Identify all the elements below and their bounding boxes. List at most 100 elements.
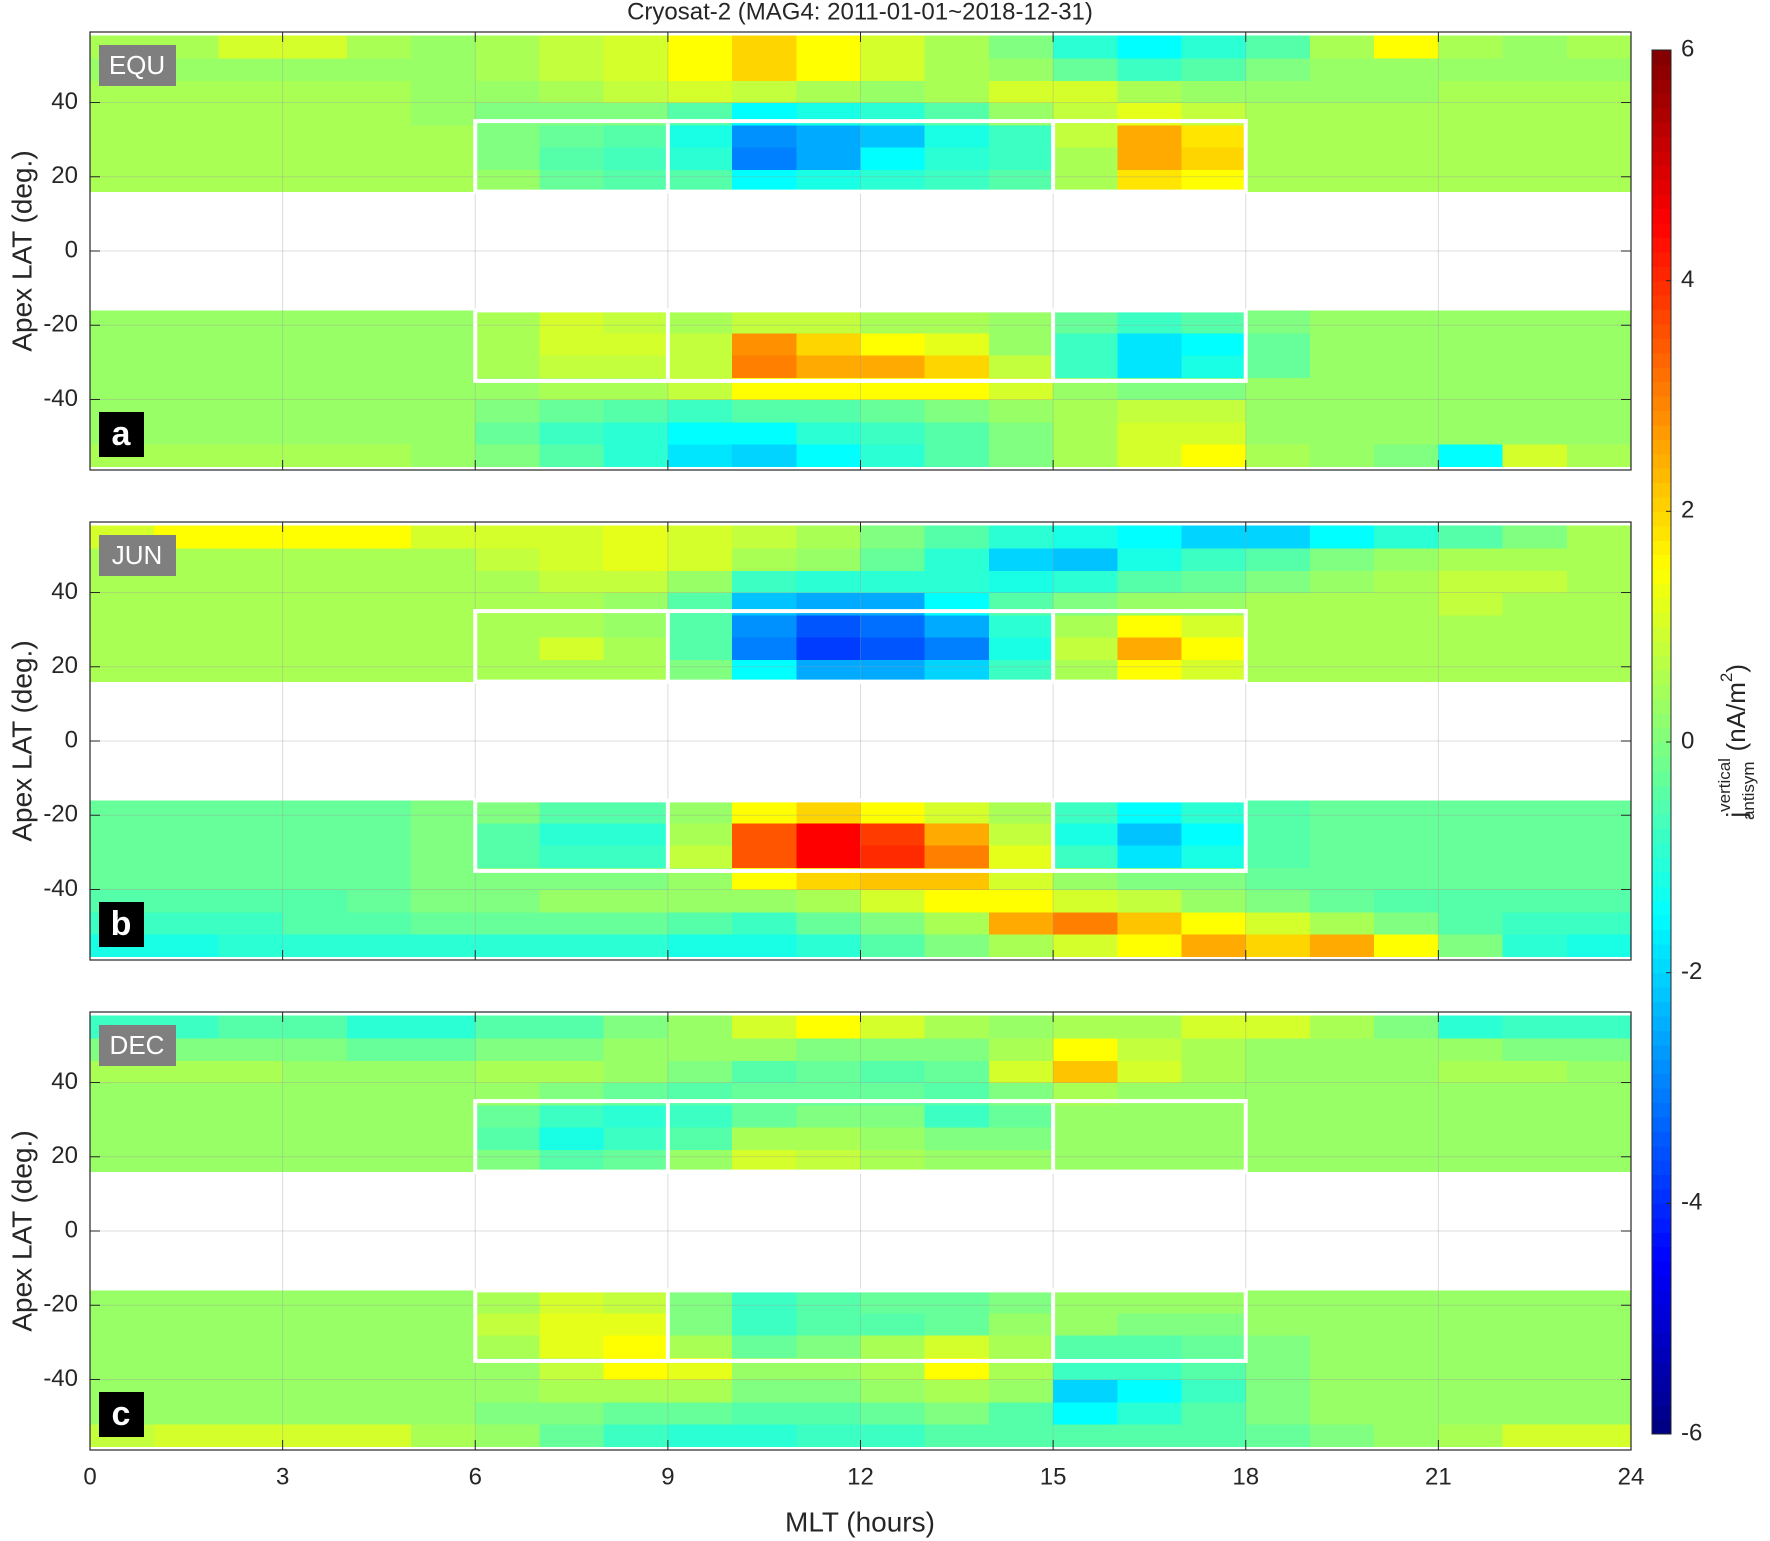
heat-cell	[1309, 1127, 1375, 1150]
colorbar-swatch	[1652, 410, 1671, 426]
heat-cell	[1245, 1060, 1311, 1084]
heat-cell	[539, 867, 605, 891]
heat-cell	[411, 80, 476, 104]
heat-cell	[1502, 57, 1568, 81]
heat-cell	[346, 844, 412, 868]
heat-cell	[1374, 1379, 1439, 1403]
heat-cell	[1053, 659, 1118, 683]
heat-cell	[282, 124, 348, 148]
heat-cell	[1438, 35, 1504, 59]
heat-cell	[1245, 889, 1311, 913]
heat-cell	[1374, 800, 1439, 824]
colorbar-swatch	[1652, 1188, 1671, 1204]
heat-cell	[924, 1424, 990, 1447]
panel	[90, 1015, 1632, 1447]
colorbar-swatch	[1652, 1088, 1671, 1104]
heat-cell	[732, 1104, 797, 1128]
heat-cell	[475, 1312, 541, 1336]
heat-cell	[1053, 399, 1118, 423]
heat-cell	[732, 800, 797, 824]
heat-cell	[475, 1037, 541, 1061]
heat-cell	[988, 147, 1054, 170]
heat-cell	[411, 377, 476, 401]
heat-cell	[924, 614, 990, 638]
heat-cell	[154, 592, 220, 616]
heat-cell	[1181, 1037, 1247, 1061]
heat-cell	[1181, 1290, 1247, 1314]
heat-cell	[1309, 800, 1375, 824]
colorbar-swatch	[1652, 1203, 1671, 1219]
heat-cell	[667, 1037, 733, 1061]
heat-cell	[1438, 444, 1504, 467]
heat-cell	[1438, 592, 1504, 616]
heat-cell	[924, 547, 990, 571]
colorbar-swatch	[1652, 770, 1671, 786]
heat-cell	[860, 1357, 926, 1381]
heat-cell	[1309, 1357, 1375, 1381]
heat-cell	[1566, 1060, 1632, 1084]
heat-cell	[346, 934, 412, 957]
heat-cell	[282, 614, 348, 638]
colorbar-swatch	[1652, 1160, 1671, 1176]
heat-cell	[1502, 124, 1568, 148]
heat-cell	[346, 354, 412, 378]
heat-cell	[603, 147, 669, 170]
heat-cell	[218, 800, 284, 824]
heat-cell	[411, 911, 476, 935]
heat-cell	[475, 911, 541, 935]
heat-cell	[796, 1290, 862, 1314]
heat-cell	[539, 1015, 605, 1039]
heat-cell	[667, 1424, 733, 1447]
heat-cell	[603, 1104, 669, 1128]
heat-cell	[539, 659, 605, 683]
heat-cell	[539, 124, 605, 148]
heat-cell	[282, 570, 348, 594]
heat-cell	[475, 1357, 541, 1381]
heat-cell	[1374, 1082, 1439, 1106]
heat-cell	[1502, 1401, 1568, 1425]
heat-cell	[603, 1312, 669, 1336]
heat-cell	[1374, 934, 1439, 957]
heat-cell	[796, 147, 862, 170]
heat-cell	[1309, 354, 1375, 378]
heat-cell	[90, 1104, 155, 1128]
colorbar-swatch	[1652, 1405, 1671, 1421]
heat-cell	[667, 637, 733, 660]
heat-cell	[1438, 80, 1504, 104]
heat-cell	[1309, 57, 1375, 81]
heat-cell	[860, 399, 926, 423]
y-tick-label: 40	[51, 1068, 78, 1095]
heat-cell	[1053, 911, 1118, 935]
heat-cell	[218, 1037, 284, 1061]
heat-cell	[475, 444, 541, 467]
heat-cell	[411, 1357, 476, 1381]
heat-cell	[1309, 592, 1375, 616]
heat-cell	[732, 80, 797, 104]
heat-cell	[346, 889, 412, 913]
heat-cell	[732, 421, 797, 445]
heat-cell	[475, 570, 541, 594]
heat-cell	[1053, 1060, 1118, 1084]
heat-cell	[539, 1401, 605, 1425]
heat-cell	[1502, 800, 1568, 824]
heat-cell	[346, 547, 412, 571]
heat-cell	[1117, 800, 1183, 824]
heat-cell	[1566, 1127, 1632, 1150]
heat-cell	[1374, 102, 1439, 126]
heat-cell	[860, 1379, 926, 1403]
colorbar-swatch	[1652, 684, 1671, 700]
heat-cell	[1438, 1037, 1504, 1061]
colorbar-swatch	[1652, 50, 1671, 66]
heat-cell	[411, 102, 476, 126]
panel-letter: b	[111, 905, 132, 943]
heat-cell	[603, 1424, 669, 1447]
heat-cell	[1117, 444, 1183, 467]
heat-cell	[1117, 1334, 1183, 1358]
heat-cell	[218, 525, 284, 549]
heat-cell	[1181, 399, 1247, 423]
heat-cell	[1566, 1015, 1632, 1039]
heat-cell	[988, 35, 1054, 59]
heat-cell	[924, 659, 990, 683]
panel-letter: a	[112, 415, 132, 453]
heat-cell	[282, 1104, 348, 1128]
